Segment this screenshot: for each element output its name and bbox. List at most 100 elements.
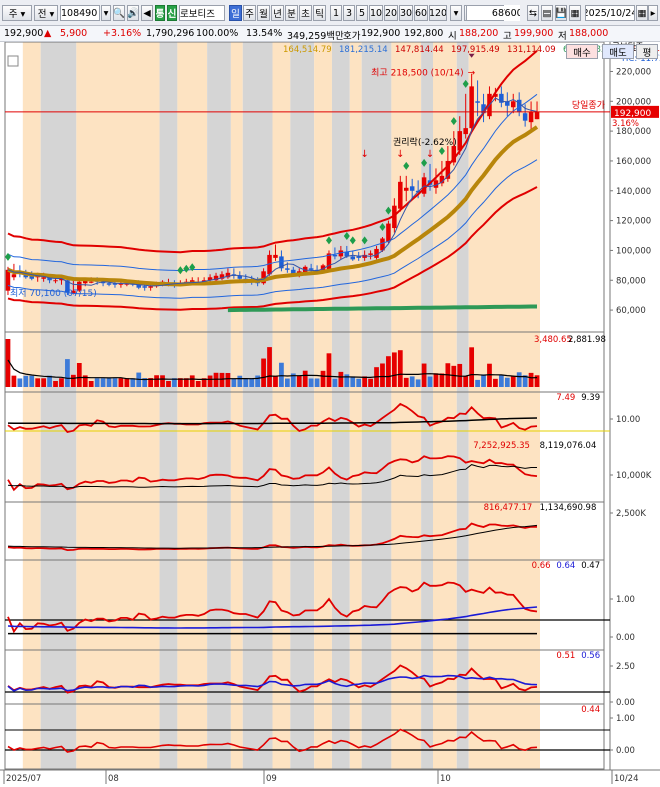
volume-bar	[142, 378, 148, 387]
period-tab-2[interactable]: 월	[257, 5, 270, 21]
volume-bar	[231, 378, 237, 387]
interval-button-5[interactable]: 5	[356, 5, 368, 21]
stock-badge: 통	[155, 5, 165, 21]
volume-bar	[41, 378, 47, 387]
interval-button-30[interactable]: 30	[399, 5, 413, 21]
change-value: 5,900	[60, 28, 88, 39]
interval-button-60[interactable]: 60	[414, 5, 428, 21]
price-axis-label: 60,000	[616, 306, 646, 316]
signal-diamond-icon	[343, 231, 350, 240]
x-axis-label: 2025/07	[6, 774, 41, 784]
stock-chart[interactable]: 220,000 200,000 180,000 160,000 140,000 120,0…	[0, 42, 660, 787]
candle-body	[445, 160, 451, 179]
open-label: 시	[448, 31, 457, 42]
interval-button-1[interactable]: 1	[330, 5, 342, 21]
candle-body	[100, 281, 106, 284]
buy-button[interactable]: 매수	[566, 44, 598, 59]
grid-icon[interactable]: ▦	[569, 5, 581, 21]
market-type-select[interactable]: 전 ▾	[34, 5, 58, 21]
save-icon[interactable]: 💾	[555, 5, 567, 21]
sell-button[interactable]: 매도	[602, 44, 634, 59]
period-tab-1[interactable]: 주	[243, 5, 256, 21]
price-axis-label: 200,000	[616, 97, 651, 107]
candle-body	[326, 253, 332, 270]
bid1-value: 192,900	[361, 28, 401, 39]
volume-bar	[279, 362, 284, 387]
indicator-legend-2-1: 8,119,076.04	[540, 441, 597, 451]
list-icon[interactable]: ▤	[541, 5, 553, 21]
candle-body	[273, 254, 278, 258]
volume-pct: 100.00%	[196, 28, 239, 39]
period-tab-6[interactable]: 틱	[313, 5, 326, 21]
volume-bar	[29, 375, 35, 387]
candle-body	[451, 146, 457, 163]
prev-stock-icon[interactable]: ◀	[141, 5, 153, 21]
candle-body	[308, 268, 314, 270]
volume-bar	[94, 378, 100, 387]
hc-label: HC:-11.72	[622, 54, 660, 64]
signal-diamond-icon	[361, 236, 368, 245]
volume-bar	[475, 379, 480, 387]
volume-bar	[451, 365, 457, 387]
candle-body	[136, 283, 142, 288]
band-5	[177, 42, 208, 769]
indicator-panel-1: 10.00 7.49 9.39	[7, 393, 640, 433]
calendar-icon[interactable]: ▦	[636, 5, 648, 21]
rights-annotation: 권리락(-2.62%)	[393, 136, 457, 148]
volume-bar	[421, 363, 427, 387]
price-axis-label: 80,000	[616, 276, 646, 286]
volume-bar	[433, 373, 439, 387]
volume-bar	[201, 378, 207, 387]
volume-bar	[522, 375, 528, 387]
period-tab-4[interactable]: 분	[285, 5, 298, 21]
expand-icon[interactable]: ▸	[648, 5, 658, 21]
candle-body	[225, 272, 231, 278]
count-input[interactable]: 68	[466, 5, 506, 21]
market-select[interactable]: 주 ▾	[2, 5, 32, 21]
price-axis-label: 140,000	[616, 187, 651, 197]
period-tab-0[interactable]: 일	[229, 5, 242, 21]
volume-bar	[213, 372, 219, 387]
volume-bar	[219, 372, 225, 387]
candle-body	[213, 275, 219, 281]
interval-button-120[interactable]: 120	[429, 5, 447, 21]
volume-bar	[189, 375, 195, 387]
signal-diamond-icon	[183, 264, 190, 273]
volume-bar	[386, 356, 391, 387]
period-tab-5[interactable]: 초	[299, 5, 312, 21]
code-dropdown-icon[interactable]: ▾	[101, 5, 111, 21]
credit-badge: 신	[167, 5, 177, 21]
indicator-legend-6-0: 0.44	[581, 705, 600, 715]
count-total: /600	[504, 5, 520, 21]
volume-bar	[368, 378, 373, 387]
volume-bar	[47, 375, 52, 387]
date-input[interactable]: 2025/10/24	[585, 5, 635, 21]
volume-bar	[5, 339, 11, 387]
eval-button[interactable]: 평	[636, 44, 658, 59]
period-tab-3[interactable]: 년	[271, 5, 284, 21]
indicator-tick-label: 2.50	[616, 662, 635, 672]
main-legend-3: 197,915.49	[451, 45, 500, 55]
speaker-icon[interactable]: 🔊	[127, 5, 139, 21]
panel-toggle-icon[interactable]	[7, 55, 19, 67]
code-input[interactable]: 108490	[60, 5, 100, 21]
price-axis-label: 100,000	[616, 246, 651, 256]
volume-bar	[112, 378, 118, 387]
candle-body	[403, 187, 409, 191]
interval-button-3[interactable]: 3	[343, 5, 355, 21]
volume-bar	[338, 371, 344, 387]
signal-diamond-icon	[421, 158, 428, 167]
signal-diamond-icon	[349, 236, 356, 245]
volume-legend-0: 3,480.65	[534, 335, 572, 345]
band-7	[230, 42, 243, 769]
interval-button-10[interactable]: 10	[369, 5, 383, 21]
interval-more-icon[interactable]: ▾	[450, 5, 462, 21]
candle-body	[493, 93, 498, 97]
candle-body	[59, 278, 64, 281]
sync-icon[interactable]: ⇆	[527, 5, 539, 21]
turnover-pct: 13.54%	[246, 28, 283, 39]
candle-body	[71, 290, 76, 294]
search-icon[interactable]: 🔍	[113, 5, 125, 21]
candle-body	[148, 286, 153, 288]
interval-button-20[interactable]: 20	[384, 5, 398, 21]
